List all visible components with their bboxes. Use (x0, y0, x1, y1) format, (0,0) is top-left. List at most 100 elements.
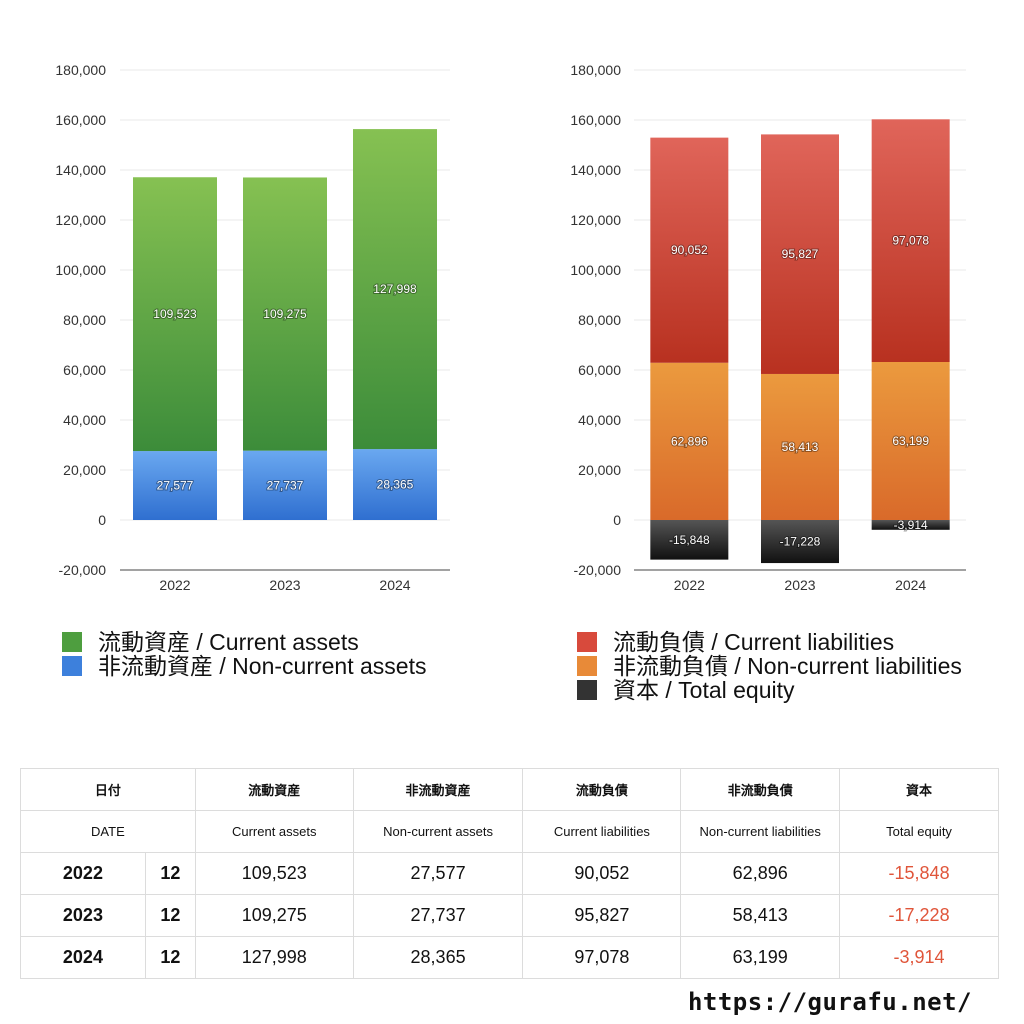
legend-item-non-current-liabilities: 非流動負債 / Non-current liabilities (577, 654, 962, 678)
legend-swatch (577, 656, 597, 676)
data-label-current-assets-2023: 109,275 (263, 307, 307, 321)
legend-swatch (577, 680, 597, 700)
cell-total-equity: -15,848 (839, 852, 999, 895)
table-row: 2023 12 109,275 27,737 95,827 58,413 -17… (20, 894, 999, 937)
header-current-liabilities-en: Current liabilities (522, 810, 682, 853)
legend-label: 流動負債 / Current liabilities (613, 629, 895, 655)
footer-url: https://gurafu.net/ (687, 988, 972, 1016)
legend-item-non-current-assets: 非流動資産 / Non-current assets (62, 654, 426, 678)
y-tick-label: 160,000 (570, 112, 621, 128)
cell-noncurrent-liabilities: 63,199 (680, 936, 841, 979)
y-tick-label: 120,000 (55, 212, 106, 228)
legend-label: 資本 / Total equity (613, 677, 795, 703)
header-total-equity-jp: 資本 (839, 768, 999, 811)
y-tick-label: 20,000 (578, 462, 621, 478)
data-label-non-current-assets-2023: 27,737 (267, 478, 304, 492)
y-tick-label: 80,000 (578, 312, 621, 328)
header-noncurrent-liabilities-jp: 非流動負債 (680, 768, 841, 811)
cell-current-assets: 109,523 (194, 852, 354, 895)
table-header-jp: 日付 流動資産 非流動資産 流動負債 非流動負債 資本 (20, 768, 999, 811)
legend-label: 非流動資産 / Non-current assets (98, 653, 427, 679)
y-tick-label: 60,000 (63, 362, 106, 378)
bar-non-current-liabilities-2023 (761, 373, 839, 520)
header-noncurrent-liabilities-en: Non-current liabilities (680, 810, 841, 853)
cell-noncurrent-liabilities: 62,896 (680, 852, 841, 895)
y-tick-label: 40,000 (63, 412, 106, 428)
bar-non-current-liabilities-2024 (871, 362, 950, 520)
cell-current-liabilities: 90,052 (522, 852, 682, 895)
table-row: 2024 12 127,998 28,365 97,078 63,199 -3,… (20, 936, 999, 979)
legend-swatch (577, 632, 597, 652)
data-label-non-current-assets-2022: 27,577 (157, 479, 194, 493)
x-tick-label: 2024 (379, 577, 410, 593)
cell-total-equity: -17,228 (839, 894, 999, 937)
data-label-current-liabilities-2024: 97,078 (892, 234, 929, 248)
y-tick-label: 140,000 (570, 162, 621, 178)
y-tick-label: 140,000 (55, 162, 106, 178)
y-tick-label: 60,000 (578, 362, 621, 378)
y-tick-label: 0 (613, 512, 621, 528)
table-header-en: DATE Current assets Non-current assets C… (20, 810, 999, 853)
x-tick-label: 2022 (159, 577, 190, 593)
row-year: 2023 (20, 894, 146, 937)
header-current-liabilities-jp: 流動負債 (522, 768, 682, 811)
cell-noncurrent-assets: 27,577 (352, 852, 524, 895)
header-current-assets-jp: 流動資産 (194, 768, 354, 811)
legend-swatch (62, 656, 82, 676)
data-label-total-equity-2022: -15,848 (669, 533, 710, 547)
bar-current-assets-2022 (133, 177, 217, 452)
row-year: 2024 (20, 936, 146, 979)
data-label-current-liabilities-2022: 90,052 (671, 243, 708, 257)
y-tick-label: 120,000 (570, 212, 621, 228)
bar-current-liabilities-2024 (871, 119, 950, 363)
x-tick-label: 2023 (269, 577, 300, 593)
header-noncurrent-assets-jp: 非流動資産 (352, 768, 524, 811)
header-total-equity-en: Total equity (839, 810, 999, 853)
legend-label: 流動資産 / Current assets (98, 629, 359, 655)
assets-legend: 流動資産 / Current assets 非流動資産 / Non-current… (62, 630, 426, 678)
bar-total-equity-2023 (761, 520, 839, 564)
legend-swatch (62, 632, 82, 652)
header-date-jp: 日付 (20, 768, 196, 811)
data-label-total-equity-2023: -17,228 (780, 535, 821, 549)
bar-current-assets-2024 (353, 129, 437, 450)
cell-current-assets: 127,998 (194, 936, 354, 979)
x-tick-label: 2022 (674, 577, 705, 593)
bar-non-current-assets-2023 (243, 450, 327, 520)
table-row: 2022 12 109,523 27,577 90,052 62,896 -15… (20, 852, 999, 895)
bar-current-liabilities-2023 (761, 134, 839, 374)
cell-current-liabilities: 97,078 (522, 936, 682, 979)
x-tick-label: 2024 (895, 577, 926, 593)
cell-total-equity: -3,914 (839, 936, 999, 979)
bar-non-current-liabilities-2022 (650, 362, 729, 520)
bar-non-current-assets-2024 (353, 449, 437, 520)
data-label-current-assets-2024: 127,998 (373, 282, 417, 296)
y-tick-label: 160,000 (55, 112, 106, 128)
x-tick-label: 2023 (784, 577, 815, 593)
bar-current-liabilities-2022 (650, 137, 729, 363)
row-month: 12 (144, 894, 196, 937)
legend-item-current-assets: 流動資産 / Current assets (62, 630, 426, 654)
data-label-non-current-liabilities-2024: 63,199 (892, 434, 929, 448)
cell-noncurrent-assets: 27,737 (352, 894, 524, 937)
legend-label: 非流動負債 / Non-current liabilities (613, 653, 962, 679)
assets-chart: -20,000 0 20,000 40,000 60,000 80,000 100,000 1… (55, 62, 450, 593)
data-label-current-assets-2022: 109,523 (153, 307, 197, 321)
cell-noncurrent-assets: 28,365 (352, 936, 524, 979)
y-tick-label: 100,000 (55, 262, 106, 278)
y-tick-label: 180,000 (55, 62, 106, 78)
legend-item-current-liabilities: 流動負債 / Current liabilities (577, 630, 962, 654)
data-label-non-current-assets-2024: 28,365 (377, 478, 414, 492)
row-month: 12 (144, 936, 196, 979)
cell-current-liabilities: 95,827 (522, 894, 682, 937)
y-tick-label: 0 (98, 512, 106, 528)
data-label-non-current-liabilities-2023: 58,413 (782, 440, 819, 454)
header-date-en: DATE (20, 810, 196, 853)
row-month: 12 (144, 852, 196, 895)
y-tick-label: -20,000 (574, 562, 622, 578)
bar-non-current-assets-2022 (133, 451, 217, 520)
cell-noncurrent-liabilities: 58,413 (680, 894, 841, 937)
data-label-total-equity-2024: -3,914 (894, 518, 928, 532)
y-tick-label: -20,000 (59, 562, 107, 578)
header-noncurrent-assets-en: Non-current assets (352, 810, 524, 853)
